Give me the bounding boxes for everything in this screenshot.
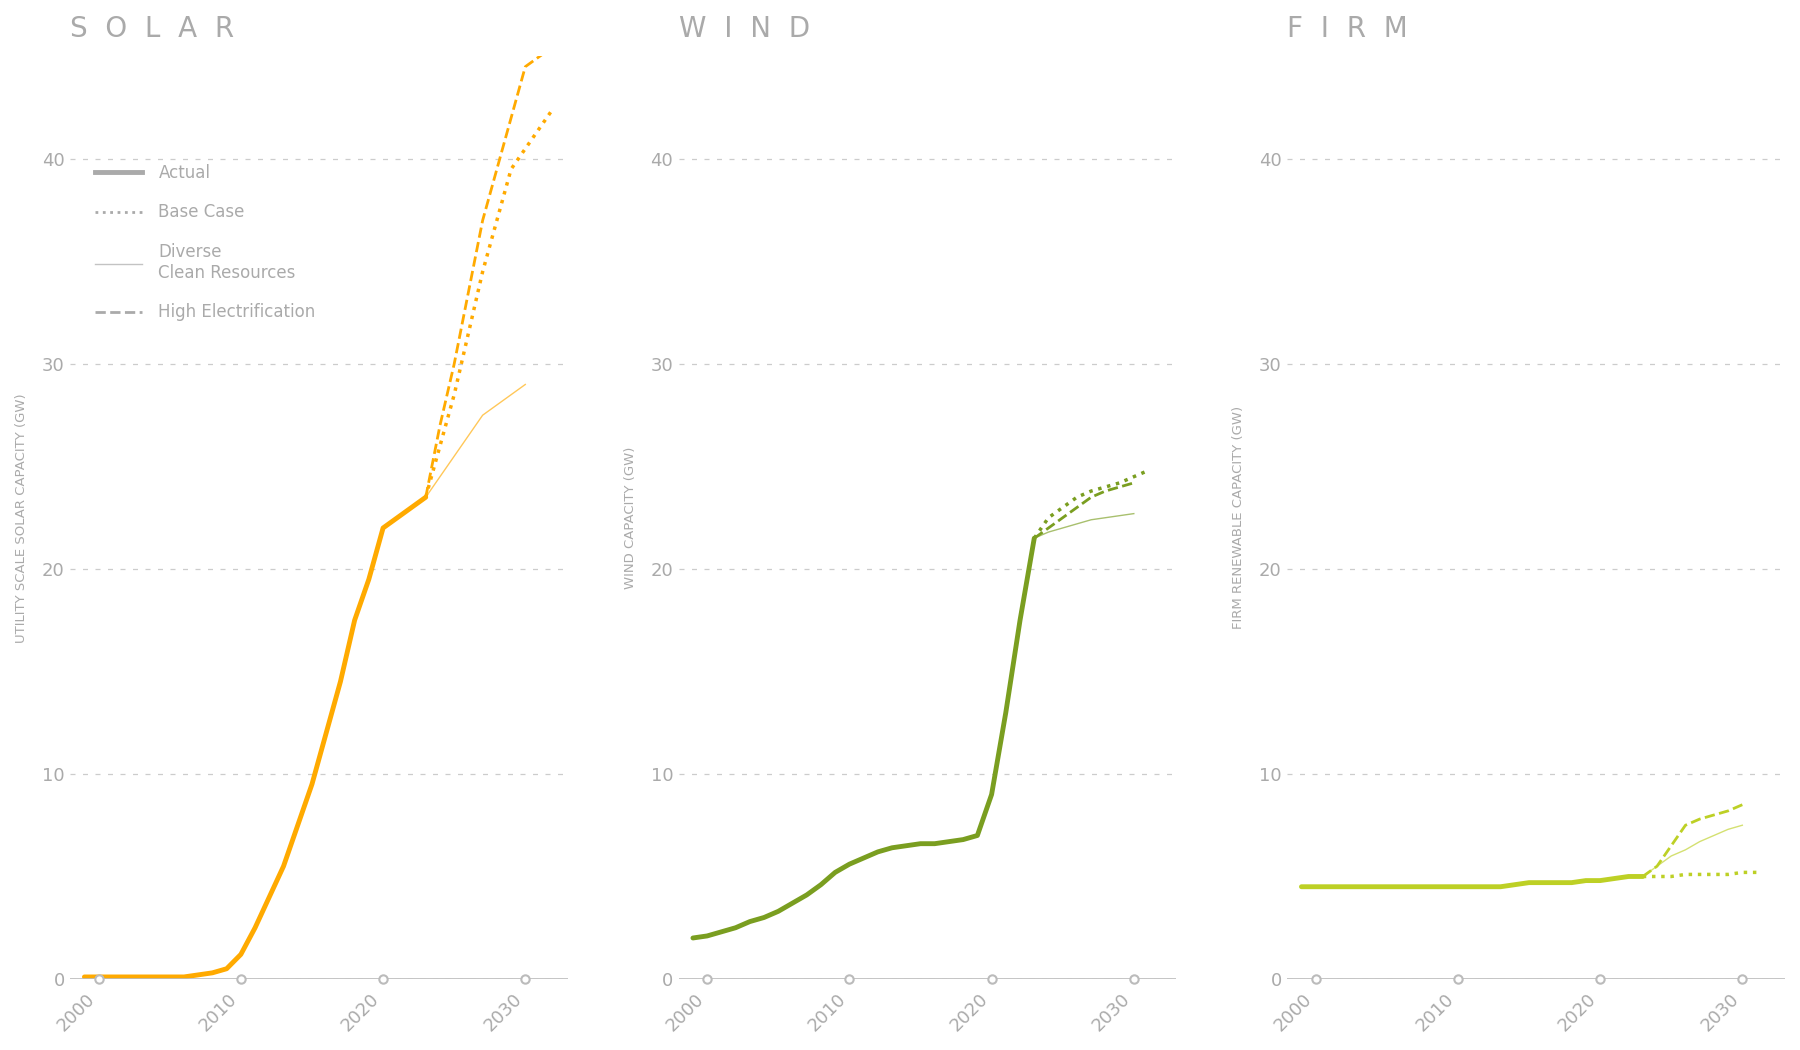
Y-axis label: FIRM RENEWABLE CAPACITY (GW): FIRM RENEWABLE CAPACITY (GW)	[1231, 406, 1246, 629]
Text: W  I  N  D: W I N D	[679, 15, 810, 43]
Text: F  I  R  M: F I R M	[1287, 15, 1408, 43]
Y-axis label: UTILITY SCALE SOLAR CAPACITY (GW): UTILITY SCALE SOLAR CAPACITY (GW)	[14, 393, 29, 643]
Legend: Actual, Base Case, Diverse
Clean Resources, High Electrification: Actual, Base Case, Diverse Clean Resourc…	[88, 158, 322, 329]
Y-axis label: WIND CAPACITY (GW): WIND CAPACITY (GW)	[623, 446, 637, 589]
Text: S  O  L  A  R: S O L A R	[70, 15, 234, 43]
